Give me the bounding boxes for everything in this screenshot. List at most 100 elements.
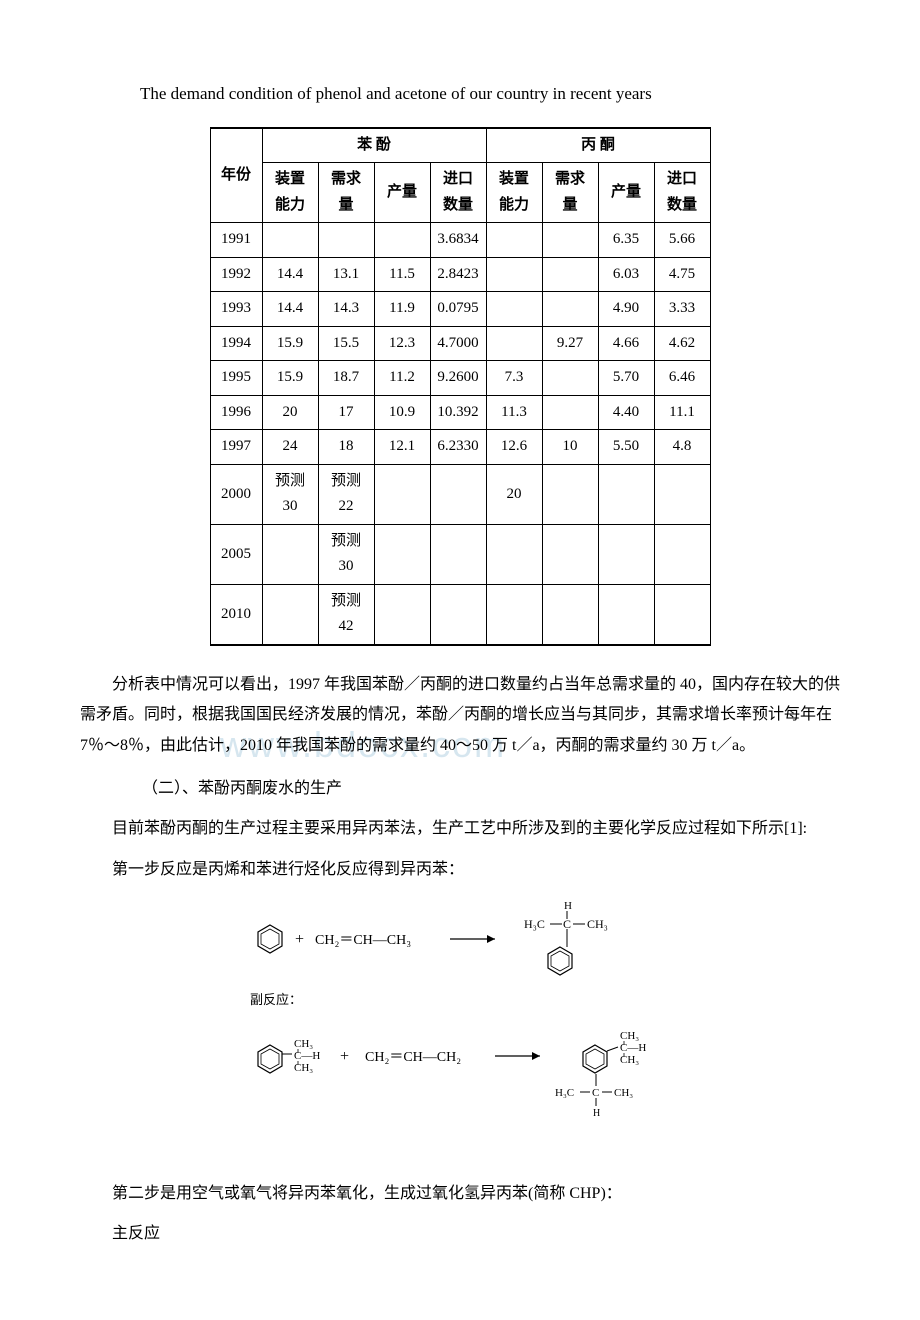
- table-cell: [542, 395, 598, 430]
- table-cell: 18: [318, 430, 374, 465]
- table-row: 199314.414.311.90.07954.903.33: [210, 292, 710, 327]
- table-cell: [262, 584, 318, 645]
- table-cell: [654, 584, 710, 645]
- propene-formula: CH₂＝CH—CH₃: [315, 933, 411, 948]
- table-row: 199515.918.711.29.26007.35.706.46: [210, 361, 710, 396]
- h3c-label: H₃C: [524, 917, 545, 931]
- table-cell: 1996: [210, 395, 262, 430]
- table-cell: 5.70: [598, 361, 654, 396]
- table-cell: 10: [542, 430, 598, 465]
- th-acetone-group: 丙 酮: [486, 128, 710, 163]
- plus-sign: +: [295, 931, 304, 948]
- table-cell: 10.9: [374, 395, 430, 430]
- table-cell: [374, 223, 430, 258]
- table-cell: 预测 22: [318, 464, 374, 524]
- table-cell: [542, 464, 598, 524]
- demand-table: 年份 苯 酚 丙 酮 装置 能力 需求量 产量 进口 数量 装置 能力 需求量 …: [210, 127, 711, 646]
- th-p-capacity: 装置 能力: [262, 163, 318, 223]
- h-bottom: H: [593, 1108, 600, 1119]
- table-cell: [430, 464, 486, 524]
- h3c-bottom: H₃C: [555, 1087, 574, 1099]
- table-cell: [262, 223, 318, 258]
- table-cell: [430, 584, 486, 645]
- table-cell: [598, 584, 654, 645]
- chemistry-diagram-1: + CH₂＝CH—CH₃ H₃C C CH₃ H 副反应： CH₃ C—H CH…: [210, 899, 710, 1129]
- table-cell: 17: [318, 395, 374, 430]
- main-reaction-label: 主反应: [80, 1219, 840, 1249]
- table-cell: 1991: [210, 223, 262, 258]
- table-cell: [542, 257, 598, 292]
- table-cell: 6.03: [598, 257, 654, 292]
- table-cell: 15.9: [262, 361, 318, 396]
- process-paragraph: 目前苯酚丙酮的生产过程主要采用异丙苯法，生产工艺中所涉及到的主要化学反应过程如下…: [80, 814, 840, 844]
- table-cell: 4.40: [598, 395, 654, 430]
- ch3-label: CH₃: [587, 917, 608, 931]
- table-cell: 15.9: [262, 326, 318, 361]
- table-cell: 20: [262, 395, 318, 430]
- table-cell: [486, 524, 542, 584]
- table-cell: 3.33: [654, 292, 710, 327]
- table-cell: 4.62: [654, 326, 710, 361]
- plus-sign-2: +: [340, 1048, 349, 1065]
- table-cell: 7.3: [486, 361, 542, 396]
- table-cell: 3.6834: [430, 223, 486, 258]
- table-row: 199214.413.111.52.84236.034.75: [210, 257, 710, 292]
- subheading-wastewater: （二）、苯酚丙酮废水的生产: [110, 775, 840, 802]
- table-cell: 6.35: [598, 223, 654, 258]
- th-phenol-group: 苯 酚: [262, 128, 486, 163]
- table-cell: 13.1: [318, 257, 374, 292]
- table-cell: 14.3: [318, 292, 374, 327]
- ch3-p2b: CH₃: [620, 1054, 639, 1066]
- table-cell: [374, 584, 430, 645]
- table-cell: [262, 524, 318, 584]
- th-a-demand: 需求量: [542, 163, 598, 223]
- table-cell: [654, 524, 710, 584]
- table-cell: 预测 42: [318, 584, 374, 645]
- table-cell: [486, 257, 542, 292]
- table-row: 2000预测 30预测 2220: [210, 464, 710, 524]
- table-cell: 2005: [210, 524, 262, 584]
- table-cell: 6.2330: [430, 430, 486, 465]
- th-a-yield: 产量: [598, 163, 654, 223]
- table-cell: 5.66: [654, 223, 710, 258]
- table-row: 1991 3.6834 6.355.66: [210, 223, 710, 258]
- table-cell: 4.7000: [430, 326, 486, 361]
- table-cell: 4.90: [598, 292, 654, 327]
- arrow-head: [487, 935, 495, 943]
- table-cell: 1992: [210, 257, 262, 292]
- table-cell: 11.5: [374, 257, 430, 292]
- analysis-paragraph: 分析表中情况可以看出，1997 年我国苯酚／丙酮的进口数量约占当年总需求量的 4…: [80, 670, 840, 761]
- table-cell: 4.8: [654, 430, 710, 465]
- table-cell: [542, 584, 598, 645]
- table-cell: [374, 524, 430, 584]
- table-cell: 14.4: [262, 292, 318, 327]
- table-cell: 15.5: [318, 326, 374, 361]
- table-row: 2005预测 30: [210, 524, 710, 584]
- table-cell: [542, 292, 598, 327]
- table-cell: [374, 464, 430, 524]
- table-cell: 12.3: [374, 326, 430, 361]
- table-cell: [542, 361, 598, 396]
- table-cell: [430, 524, 486, 584]
- step2-paragraph: 第二步是用空气或氧气将异丙苯氧化，生成过氧化氢异丙苯(简称 CHP)：: [80, 1179, 840, 1209]
- h-label: H: [564, 900, 572, 912]
- table-cell: 2.8423: [430, 257, 486, 292]
- step1-paragraph: 第一步反应是丙烯和苯进行烃化反应得到异丙苯：: [80, 855, 840, 885]
- table-cell: [542, 524, 598, 584]
- table-cell: [318, 223, 374, 258]
- table-cell: 4.75: [654, 257, 710, 292]
- c-label: C: [563, 917, 571, 931]
- th-p-demand: 需求量: [318, 163, 374, 223]
- table-cell: 0.0795: [430, 292, 486, 327]
- table-cell: 11.1: [654, 395, 710, 430]
- table-cell: [486, 326, 542, 361]
- table-cell: 1995: [210, 361, 262, 396]
- th-p-yield: 产量: [374, 163, 430, 223]
- table-cell: [654, 464, 710, 524]
- table-row: 199415.915.512.34.70009.274.664.62: [210, 326, 710, 361]
- table-cell: 1993: [210, 292, 262, 327]
- table-cell: 5.50: [598, 430, 654, 465]
- table-row: 2010预测 42: [210, 584, 710, 645]
- table-row: 1996201710.910.39211.34.4011.1: [210, 395, 710, 430]
- table-cell: 4.66: [598, 326, 654, 361]
